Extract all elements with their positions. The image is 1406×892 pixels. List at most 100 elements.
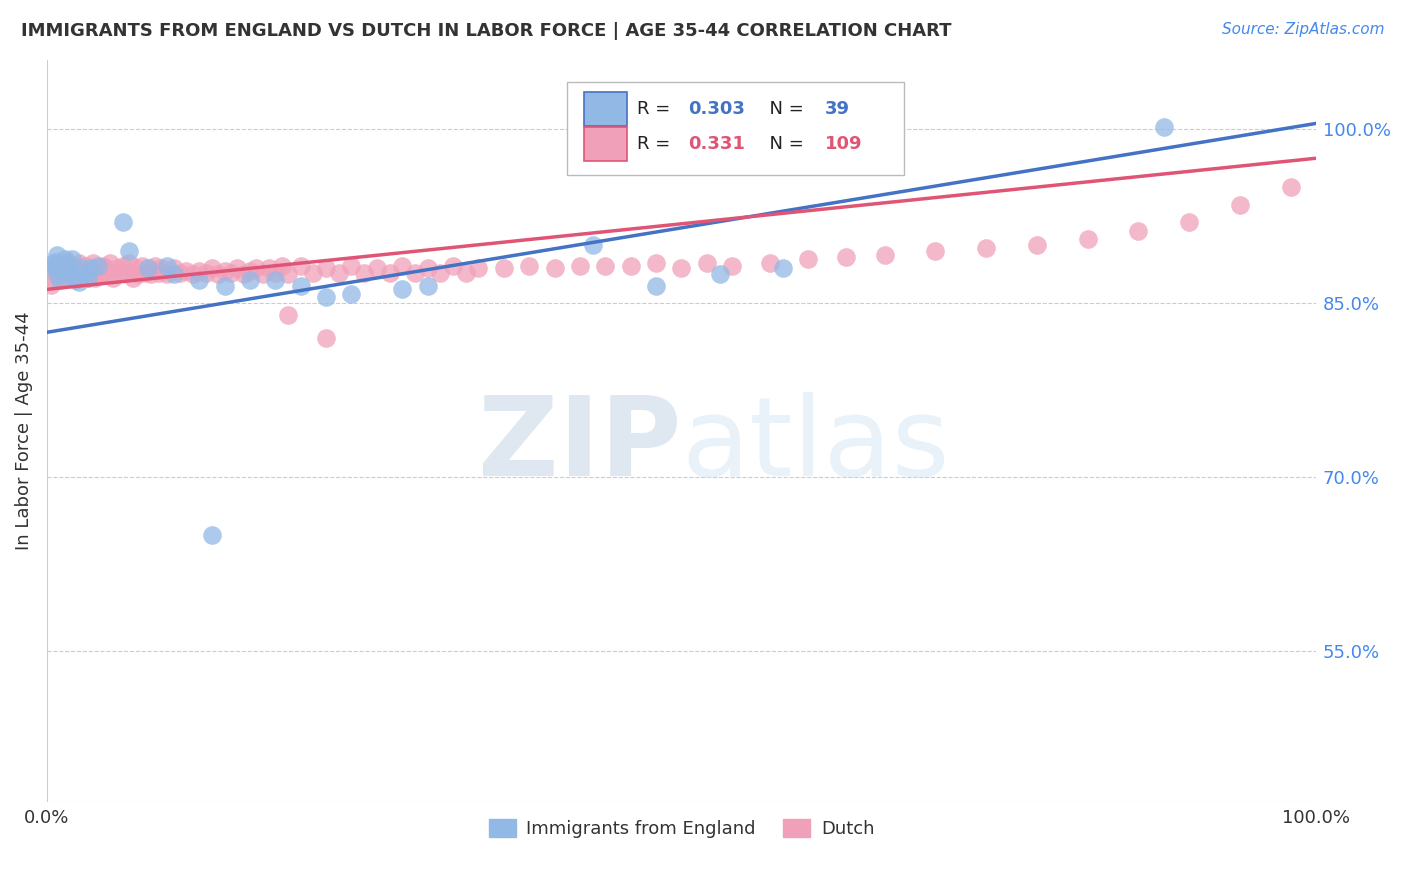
Point: [315, 331, 337, 345]
Point: [467, 261, 489, 276]
Point: [239, 264, 262, 278]
Point: [80, 261, 103, 276]
Point: [721, 259, 744, 273]
Point: [1077, 232, 1099, 246]
Point: [86, 259, 108, 273]
Point: [454, 266, 477, 280]
Point: [232, 267, 254, 281]
Point: [517, 259, 540, 273]
Point: [70, 261, 93, 276]
Point: [974, 241, 997, 255]
Point: [76, 270, 98, 285]
Point: [169, 266, 191, 280]
Point: [270, 259, 292, 273]
Text: 0.331: 0.331: [688, 136, 745, 153]
Point: [138, 261, 160, 276]
Point: [65, 266, 87, 280]
Point: [114, 266, 136, 280]
Text: N =: N =: [758, 101, 808, 119]
Text: R =: R =: [637, 136, 676, 153]
Point: [94, 261, 117, 276]
Point: [1178, 215, 1201, 229]
Point: [69, 270, 91, 285]
Point: [42, 261, 65, 276]
Point: [181, 267, 204, 281]
Point: [89, 266, 111, 280]
Point: [194, 266, 217, 280]
Point: [696, 255, 718, 269]
Point: [53, 266, 76, 280]
Point: [73, 259, 96, 273]
Point: [138, 261, 160, 276]
Point: [112, 215, 135, 229]
Text: 39: 39: [825, 101, 849, 119]
Point: [252, 267, 274, 281]
Point: [46, 267, 69, 281]
Point: [58, 264, 80, 278]
Point: [143, 259, 166, 273]
Point: [118, 244, 141, 258]
Point: [127, 267, 149, 281]
Point: [86, 261, 108, 276]
Point: [353, 266, 375, 280]
Point: [48, 264, 70, 278]
Point: [1025, 238, 1047, 252]
Point: [131, 259, 153, 273]
Point: [55, 255, 77, 269]
Point: [219, 266, 242, 280]
Point: [112, 259, 135, 273]
Point: [76, 270, 98, 285]
Point: [245, 261, 267, 276]
Point: [63, 273, 86, 287]
Point: [441, 259, 464, 273]
Point: [302, 266, 325, 280]
Point: [79, 261, 101, 276]
Point: [46, 267, 69, 281]
Point: [82, 255, 104, 269]
Point: [315, 261, 337, 276]
Point: [67, 276, 90, 290]
Point: [44, 259, 66, 273]
Point: [176, 264, 198, 278]
Text: IMMIGRANTS FROM ENGLAND VS DUTCH IN LABOR FORCE | AGE 35-44 CORRELATION CHART: IMMIGRANTS FROM ENGLAND VS DUTCH IN LABO…: [21, 22, 952, 40]
Point: [163, 261, 186, 276]
Text: Source: ZipAtlas.com: Source: ZipAtlas.com: [1222, 22, 1385, 37]
Point: [98, 255, 121, 269]
Point: [645, 255, 668, 269]
Point: [110, 266, 132, 280]
Point: [118, 255, 141, 269]
Point: [59, 266, 82, 280]
Point: [44, 254, 66, 268]
Y-axis label: In Labor Force | Age 35-44: In Labor Force | Age 35-44: [15, 311, 32, 550]
Point: [772, 261, 794, 276]
Text: atlas: atlas: [682, 392, 950, 500]
Point: [416, 278, 439, 293]
Point: [67, 255, 90, 269]
Point: [290, 259, 312, 273]
Point: [125, 261, 148, 276]
Point: [404, 266, 426, 280]
FancyBboxPatch shape: [567, 82, 904, 175]
Point: [277, 267, 299, 281]
Point: [582, 238, 605, 252]
Point: [201, 528, 224, 542]
Point: [139, 267, 162, 281]
Point: [188, 264, 211, 278]
Point: [709, 267, 731, 281]
Point: [290, 278, 312, 293]
Point: [340, 287, 363, 301]
Text: 109: 109: [825, 136, 862, 153]
Point: [60, 252, 83, 267]
Point: [148, 266, 170, 280]
Point: [135, 266, 157, 280]
Legend: Immigrants from England, Dutch: Immigrants from England, Dutch: [481, 812, 882, 846]
Point: [835, 250, 858, 264]
Point: [73, 267, 96, 281]
Point: [873, 247, 896, 261]
Point: [58, 255, 80, 269]
Point: [59, 259, 82, 273]
Point: [645, 278, 668, 293]
Point: [39, 277, 62, 292]
Point: [101, 270, 124, 285]
Point: [595, 259, 617, 273]
